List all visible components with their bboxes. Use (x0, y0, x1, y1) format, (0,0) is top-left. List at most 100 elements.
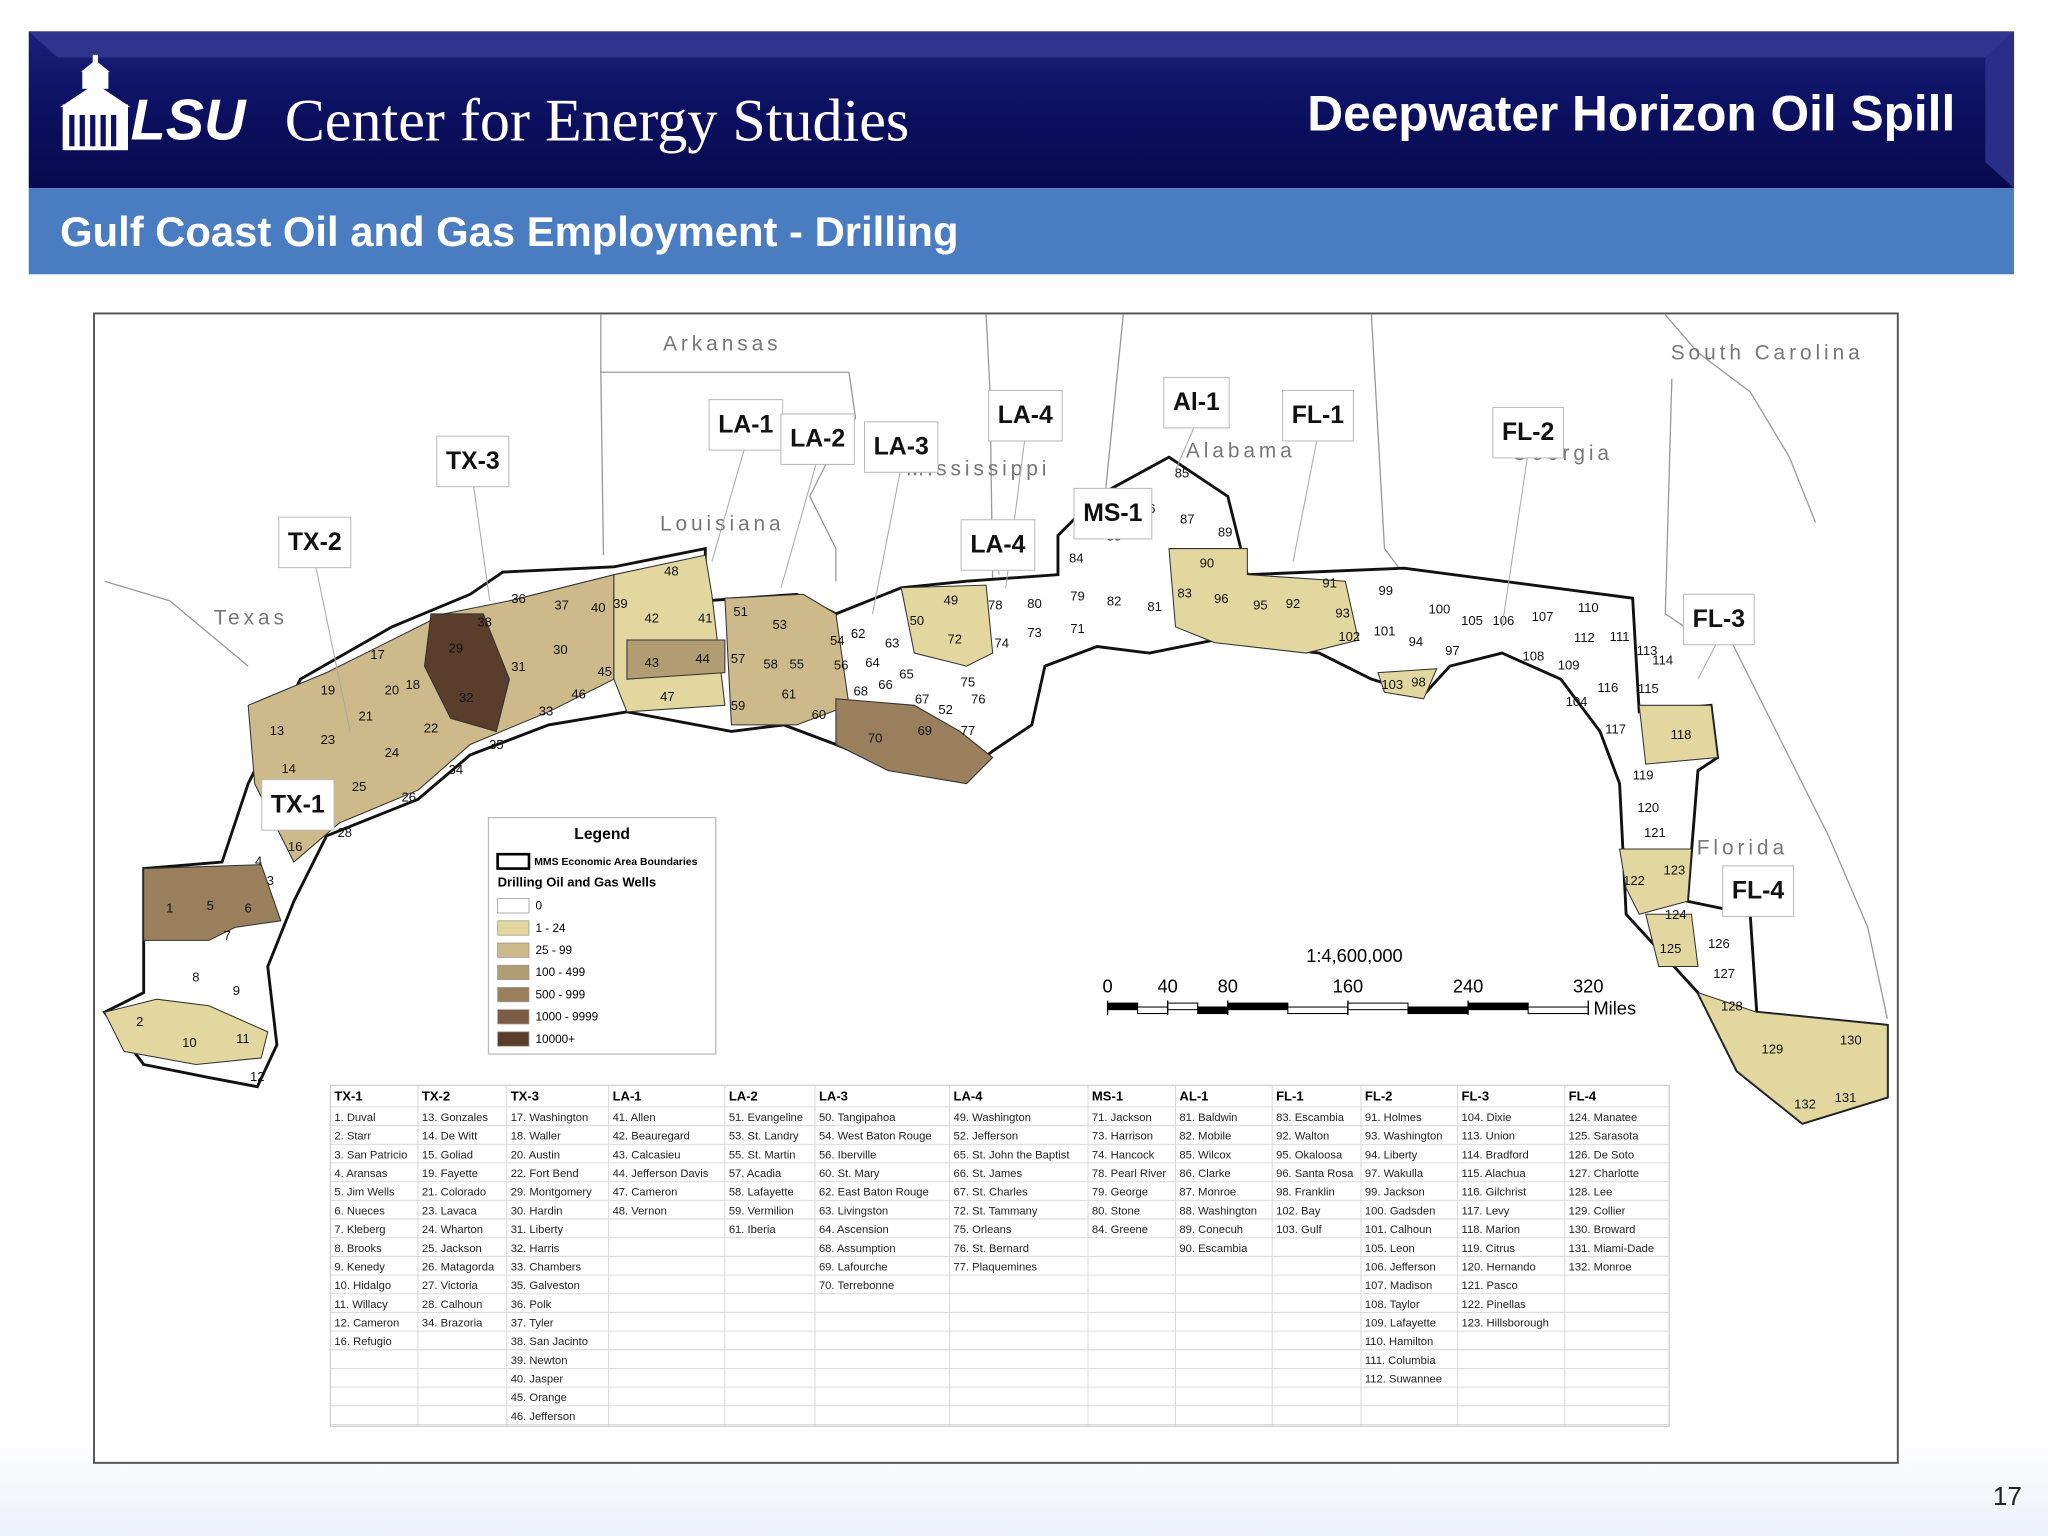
table-cell: 93. Washington (1365, 1131, 1443, 1143)
table-cell: 120. Hernando (1462, 1261, 1536, 1273)
county-number: 21 (358, 709, 373, 724)
state-name: South Carolina (1671, 341, 1864, 364)
county-number: 84 (1069, 550, 1084, 565)
table-header: TX-3 (511, 1089, 539, 1104)
county-number: 107 (1532, 609, 1554, 624)
header-bevel (1985, 31, 2015, 189)
county-number: 85 (1175, 466, 1190, 481)
county-number: 66 (878, 677, 893, 692)
county-number: 25 (352, 779, 367, 794)
table-cell: 36. Polk (511, 1299, 552, 1311)
scale-ratio: 1:4,600,000 (1306, 945, 1403, 966)
county-number: 34 (449, 762, 464, 777)
table-header: LA-1 (613, 1089, 642, 1104)
county-number: 113 (1637, 643, 1658, 658)
county-number: 12 (250, 1069, 265, 1084)
county-number: 6 (245, 901, 252, 916)
county-number: 69 (917, 723, 932, 738)
county-number: 39 (613, 596, 628, 611)
table-cell: 17. Washington (511, 1112, 589, 1124)
table-cell: 105. Leon (1365, 1243, 1415, 1255)
legend-swatch (497, 1031, 530, 1047)
area-label: TX-3 (446, 448, 500, 475)
legend-class-label: 25 - 99 (536, 944, 573, 957)
table-cell: 46. Jefferson (511, 1411, 576, 1423)
county-number: 130 (1840, 1032, 1862, 1047)
table-header: MS-1 (1092, 1089, 1123, 1104)
county-number: 30 (553, 642, 568, 657)
table-cell: 35. Galveston (511, 1280, 580, 1292)
county-number: 59 (731, 698, 746, 713)
slide-subtitle: Gulf Coast Oil and Gas Employment - Dril… (60, 208, 958, 255)
county-number: 19 (321, 682, 336, 697)
county-number: 61 (782, 686, 797, 701)
county-number: 4 (255, 853, 262, 868)
table-cell: 45. Orange (511, 1392, 567, 1404)
area-label-box (864, 421, 939, 473)
legend-class-label: 100 - 499 (536, 966, 586, 979)
table-cell: 99. Jackson (1365, 1187, 1425, 1199)
county-number: 73 (1027, 625, 1042, 640)
county-number: 100 (1428, 601, 1450, 616)
table-cell: 96. Santa Rosa (1276, 1168, 1354, 1180)
table-cell: 48. Vernon (613, 1205, 667, 1217)
state-name: Texas (214, 607, 288, 630)
area-label-box (1073, 487, 1153, 540)
table-cell: 107. Madison (1365, 1280, 1432, 1292)
table-cell: 12. Cameron (334, 1317, 399, 1329)
table-cell: 87. Monroe (1179, 1187, 1236, 1199)
county-number: 17 (370, 647, 385, 662)
table-cell: 58. Lafayette (729, 1187, 794, 1199)
county-number: 132 (1794, 1096, 1816, 1111)
scale-segment (1227, 1002, 1289, 1011)
county-number: 14 (281, 761, 296, 776)
county-number: 120 (1637, 800, 1659, 815)
county-number: 83 (1177, 586, 1192, 601)
table-cell: 76. St. Bernard (953, 1243, 1028, 1255)
table-cell: 83. Escambia (1276, 1112, 1345, 1124)
county-number: 26 (402, 789, 417, 804)
table-cell: 67. St. Charles (953, 1187, 1028, 1199)
table-cell: 118. Marion (1462, 1224, 1520, 1236)
table-cell: 79. George (1092, 1187, 1148, 1199)
area-label: LA-4 (970, 532, 1025, 559)
table-cell: 101. Calhoun (1365, 1224, 1432, 1236)
callout-line (314, 561, 351, 732)
county-number: 104 (1566, 694, 1588, 709)
county-number: 110 (1578, 600, 1599, 615)
table-cell: 60. St. Mary (819, 1168, 880, 1180)
table-cell: 51. Evangeline (729, 1112, 803, 1124)
area-label: Al-1 (1173, 389, 1220, 416)
area-label-box (1163, 376, 1230, 429)
county-number: 32 (459, 690, 474, 705)
county-number: 114 (1652, 652, 1673, 667)
scale-segment (1467, 1002, 1529, 1011)
county-number: 122 (1623, 873, 1645, 888)
scale-segment (1527, 1006, 1589, 1015)
table-cell: 54. West Baton Rouge (819, 1131, 932, 1143)
state-name: Florida (1697, 836, 1788, 859)
table-cell: 90. Escambia (1179, 1243, 1248, 1255)
county-number: 36 (511, 591, 526, 606)
county-number: 33 (539, 703, 554, 718)
legend-swatch (497, 1009, 530, 1025)
table-cell: 59. Vermilion (729, 1205, 794, 1217)
county-number: 111 (1610, 629, 1630, 644)
area-label-box (278, 516, 352, 569)
table-header: LA-4 (953, 1089, 983, 1104)
table-cell: 95. Okaloosa (1276, 1149, 1343, 1161)
county-number: 11 (236, 1031, 250, 1046)
page-number: 17 (1993, 1481, 2022, 1511)
state-name: Arkansas (663, 332, 781, 355)
legend-boundary-swatch (496, 852, 531, 870)
table-cell: 106. Jefferson (1365, 1261, 1436, 1273)
county-number: 65 (899, 667, 914, 682)
county-number: 128 (1721, 998, 1743, 1013)
county-number: 10 (182, 1035, 197, 1050)
table-cell: 104. Dixie (1462, 1112, 1512, 1124)
county-number: 129 (1762, 1042, 1784, 1057)
table-cell: 68. Assumption (819, 1243, 896, 1255)
county-number: 109 (1558, 658, 1580, 673)
table-cell: 14. De Witt (422, 1131, 478, 1143)
scale-segment (1197, 1006, 1229, 1015)
